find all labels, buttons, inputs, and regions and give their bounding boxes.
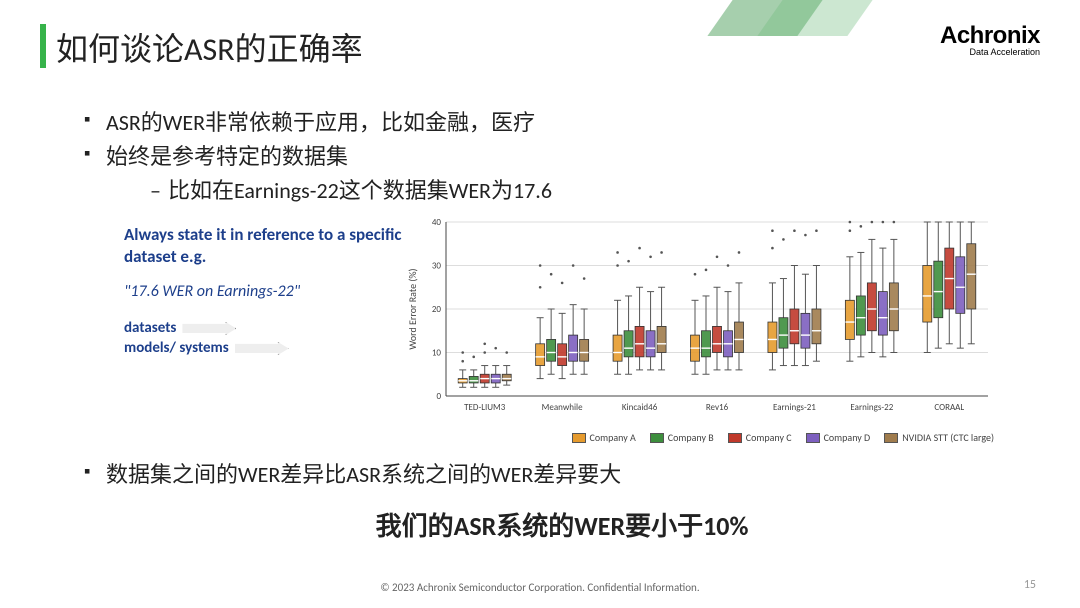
title-accent bbox=[40, 24, 46, 68]
bullet-1: ASR的WER非常依赖于应用，比如金融，医疗 bbox=[84, 106, 1040, 140]
svg-text:TED-LIUM3: TED-LIUM3 bbox=[464, 402, 506, 413]
legend-item: Company A bbox=[572, 431, 636, 444]
bullet-2-text: 始终是参考特定的数据集 bbox=[106, 143, 348, 170]
header-decoration bbox=[720, 0, 880, 50]
chart-column: 0 10 20 30 40 Word Error Rate (%) TED-LIUM3 Mea… bbox=[404, 216, 994, 444]
svg-text:Kincaid46: Kincaid46 bbox=[622, 402, 658, 413]
body: ASR的WER非常依赖于应用，比如金融，医疗 始终是参考特定的数据集 比如在Ea… bbox=[84, 106, 1040, 543]
legend-item: NVIDIA STT (CTC large) bbox=[884, 431, 994, 444]
fig-caption-b: "17.6 WER on Earnings-22" bbox=[124, 282, 404, 301]
svg-text:Earnings-21: Earnings-21 bbox=[773, 402, 816, 413]
svg-text:0: 0 bbox=[436, 391, 441, 402]
bullet-2: 始终是参考特定的数据集 比如在Earnings-22这个数据集WER为17.6 bbox=[84, 140, 1040, 208]
footer-text: © 2023 Achronix Semiconductor Corporatio… bbox=[0, 581, 1080, 594]
svg-text:Earnings-22: Earnings-22 bbox=[850, 402, 893, 413]
fig-caption-a: Always state it in reference to a specif… bbox=[124, 224, 404, 268]
legend-item: Company B bbox=[650, 431, 714, 444]
arrow-icon bbox=[235, 342, 289, 355]
figure-sidetext: Always state it in reference to a specif… bbox=[124, 224, 404, 357]
svg-text:30: 30 bbox=[432, 261, 442, 272]
svg-text:Rev16: Rev16 bbox=[706, 402, 729, 413]
models-label: models/ systems bbox=[124, 339, 229, 357]
conclusion-text: 我们的ASR系统的WER要小于10% bbox=[84, 506, 1040, 543]
svg-text:40: 40 bbox=[432, 217, 442, 228]
legend-item: Company C bbox=[728, 431, 792, 444]
svg-text:Word Error Rate (%): Word Error Rate (%) bbox=[406, 269, 419, 350]
datasets-label-row: datasets bbox=[124, 319, 404, 337]
title-bar: 如何谈论ASR的正确率 bbox=[40, 24, 1040, 70]
datasets-label: datasets bbox=[124, 319, 176, 337]
bullet-3: 数据集之间的WER差异比ASR系统之间的WER差异要大 bbox=[84, 458, 1040, 492]
arrow-icon bbox=[182, 322, 236, 335]
svg-text:CORAAL: CORAAL bbox=[934, 402, 964, 413]
chart-legend: Company A Company B Company C Company D NVID… bbox=[404, 431, 994, 444]
figure-row: Always state it in reference to a specif… bbox=[124, 216, 1040, 444]
slide: Achronix Data Acceleration 如何谈论ASR的正确率 A… bbox=[0, 0, 1080, 608]
boxplot-chart: 0 10 20 30 40 Word Error Rate (%) TED-LIUM3 Mea… bbox=[404, 216, 994, 424]
page-title: 如何谈论ASR的正确率 bbox=[56, 24, 363, 70]
svg-text:10: 10 bbox=[432, 348, 442, 359]
svg-text:20: 20 bbox=[432, 304, 442, 315]
bullet-2a: 比如在Earnings-22这个数据集WER为17.6 bbox=[150, 174, 1040, 208]
svg-text:Meanwhile: Meanwhile bbox=[542, 402, 583, 413]
models-label-row: models/ systems bbox=[124, 339, 404, 357]
logo-main: Achronix bbox=[940, 22, 1040, 50]
legend-item: Company D bbox=[806, 431, 871, 444]
logo: Achronix Data Acceleration bbox=[940, 22, 1040, 57]
page-number: 15 bbox=[1024, 578, 1036, 592]
